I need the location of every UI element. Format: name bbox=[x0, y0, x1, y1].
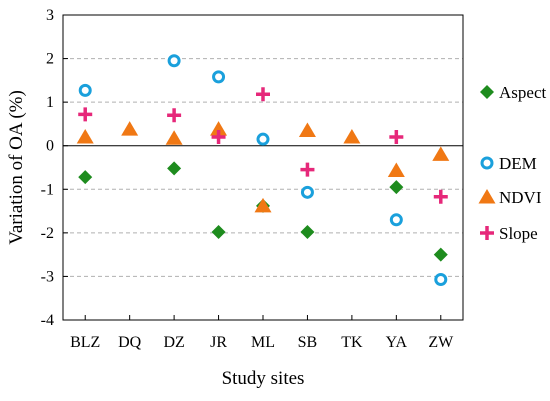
y-tick-label: -3 bbox=[41, 268, 54, 285]
legend-label: Slope bbox=[499, 224, 538, 243]
dem-point-jr bbox=[212, 70, 226, 84]
y-tick-label: -2 bbox=[41, 225, 54, 242]
y-tick-label: -4 bbox=[41, 312, 54, 329]
legend-marker-dem bbox=[480, 156, 494, 170]
ndvi-point-ya bbox=[387, 162, 405, 178]
slope-point-blz bbox=[78, 107, 93, 122]
ndvi-point-dz bbox=[165, 130, 183, 145]
ndvi-point-dq bbox=[121, 121, 139, 136]
y-tick-label: 1 bbox=[46, 94, 54, 111]
dem-point-blz bbox=[78, 83, 92, 97]
ndvi-point-zw bbox=[432, 146, 450, 161]
slope-point-dz bbox=[167, 108, 182, 123]
x-tick-label: DZ bbox=[163, 334, 184, 351]
x-tick-label: YA bbox=[386, 334, 408, 351]
series-aspect bbox=[78, 161, 448, 262]
legend: Aspect DEM NDVI Slope bbox=[478, 83, 546, 243]
plot-area-frame bbox=[62, 14, 464, 321]
x-tick-label: JR bbox=[210, 334, 227, 351]
aspect-point-dz bbox=[167, 161, 182, 176]
x-tick-label: BLZ bbox=[70, 334, 100, 351]
x-tick-label: DQ bbox=[118, 334, 142, 351]
slope-point-ml bbox=[256, 87, 270, 102]
x-axis-ticks: BLZ DQ DZ JR ML SB TK YA ZW bbox=[70, 315, 454, 351]
legend-marker-ndvi bbox=[478, 189, 496, 204]
ndvi-point-sb bbox=[298, 122, 316, 137]
y-tick-label: 2 bbox=[46, 51, 54, 68]
legend-item-slope: Slope bbox=[480, 224, 538, 243]
ndvi-point-jr bbox=[210, 121, 228, 136]
dem-point-zw bbox=[434, 272, 448, 286]
legend-item-ndvi: NDVI bbox=[478, 188, 542, 207]
ndvi-point-ml bbox=[254, 197, 272, 213]
ndvi-point-blz bbox=[76, 129, 94, 144]
series-slope bbox=[78, 87, 448, 204]
aspect-point-jr bbox=[211, 224, 226, 239]
dem-point-ya bbox=[389, 213, 403, 227]
legend-label: Aspect bbox=[499, 83, 546, 102]
data-series bbox=[76, 54, 450, 286]
x-tick-label: SB bbox=[298, 334, 318, 351]
y-tick-label: -1 bbox=[41, 181, 54, 198]
x-tick-label: ZW bbox=[428, 334, 454, 351]
aspect-point-blz bbox=[78, 170, 93, 185]
aspect-point-sb bbox=[300, 224, 315, 239]
slope-point-zw bbox=[433, 189, 448, 204]
series-dem bbox=[78, 54, 448, 286]
gridlines bbox=[63, 58, 463, 277]
legend-item-dem: DEM bbox=[480, 154, 537, 173]
series-ndvi bbox=[76, 121, 450, 213]
dem-point-dz bbox=[167, 54, 181, 68]
x-axis-title: Study sites bbox=[222, 368, 305, 389]
slope-point-sb bbox=[300, 162, 315, 177]
y-tick-label: 3 bbox=[46, 7, 54, 24]
y-tick-label: 0 bbox=[46, 138, 54, 155]
slope-point-jr bbox=[211, 130, 226, 144]
legend-marker-aspect bbox=[480, 85, 494, 99]
dem-point-ml bbox=[256, 132, 270, 146]
y-axis-title: Variation of OA (%) bbox=[6, 90, 27, 245]
x-tick-label: ML bbox=[251, 334, 275, 351]
dem-point-sb bbox=[300, 185, 314, 199]
legend-label: NDVI bbox=[499, 188, 542, 207]
legend-marker-slope bbox=[480, 226, 494, 240]
y-axis-ticks: -4 -3 -2 -1 0 1 2 3 bbox=[41, 7, 68, 329]
slope-point-ya bbox=[389, 130, 404, 144]
legend-label: DEM bbox=[499, 154, 537, 173]
aspect-point-zw bbox=[433, 247, 448, 262]
x-tick-label: TK bbox=[341, 334, 363, 351]
aspect-point-ya bbox=[389, 180, 404, 195]
ndvi-point-tk bbox=[343, 129, 361, 144]
legend-item-aspect: Aspect bbox=[480, 83, 546, 102]
